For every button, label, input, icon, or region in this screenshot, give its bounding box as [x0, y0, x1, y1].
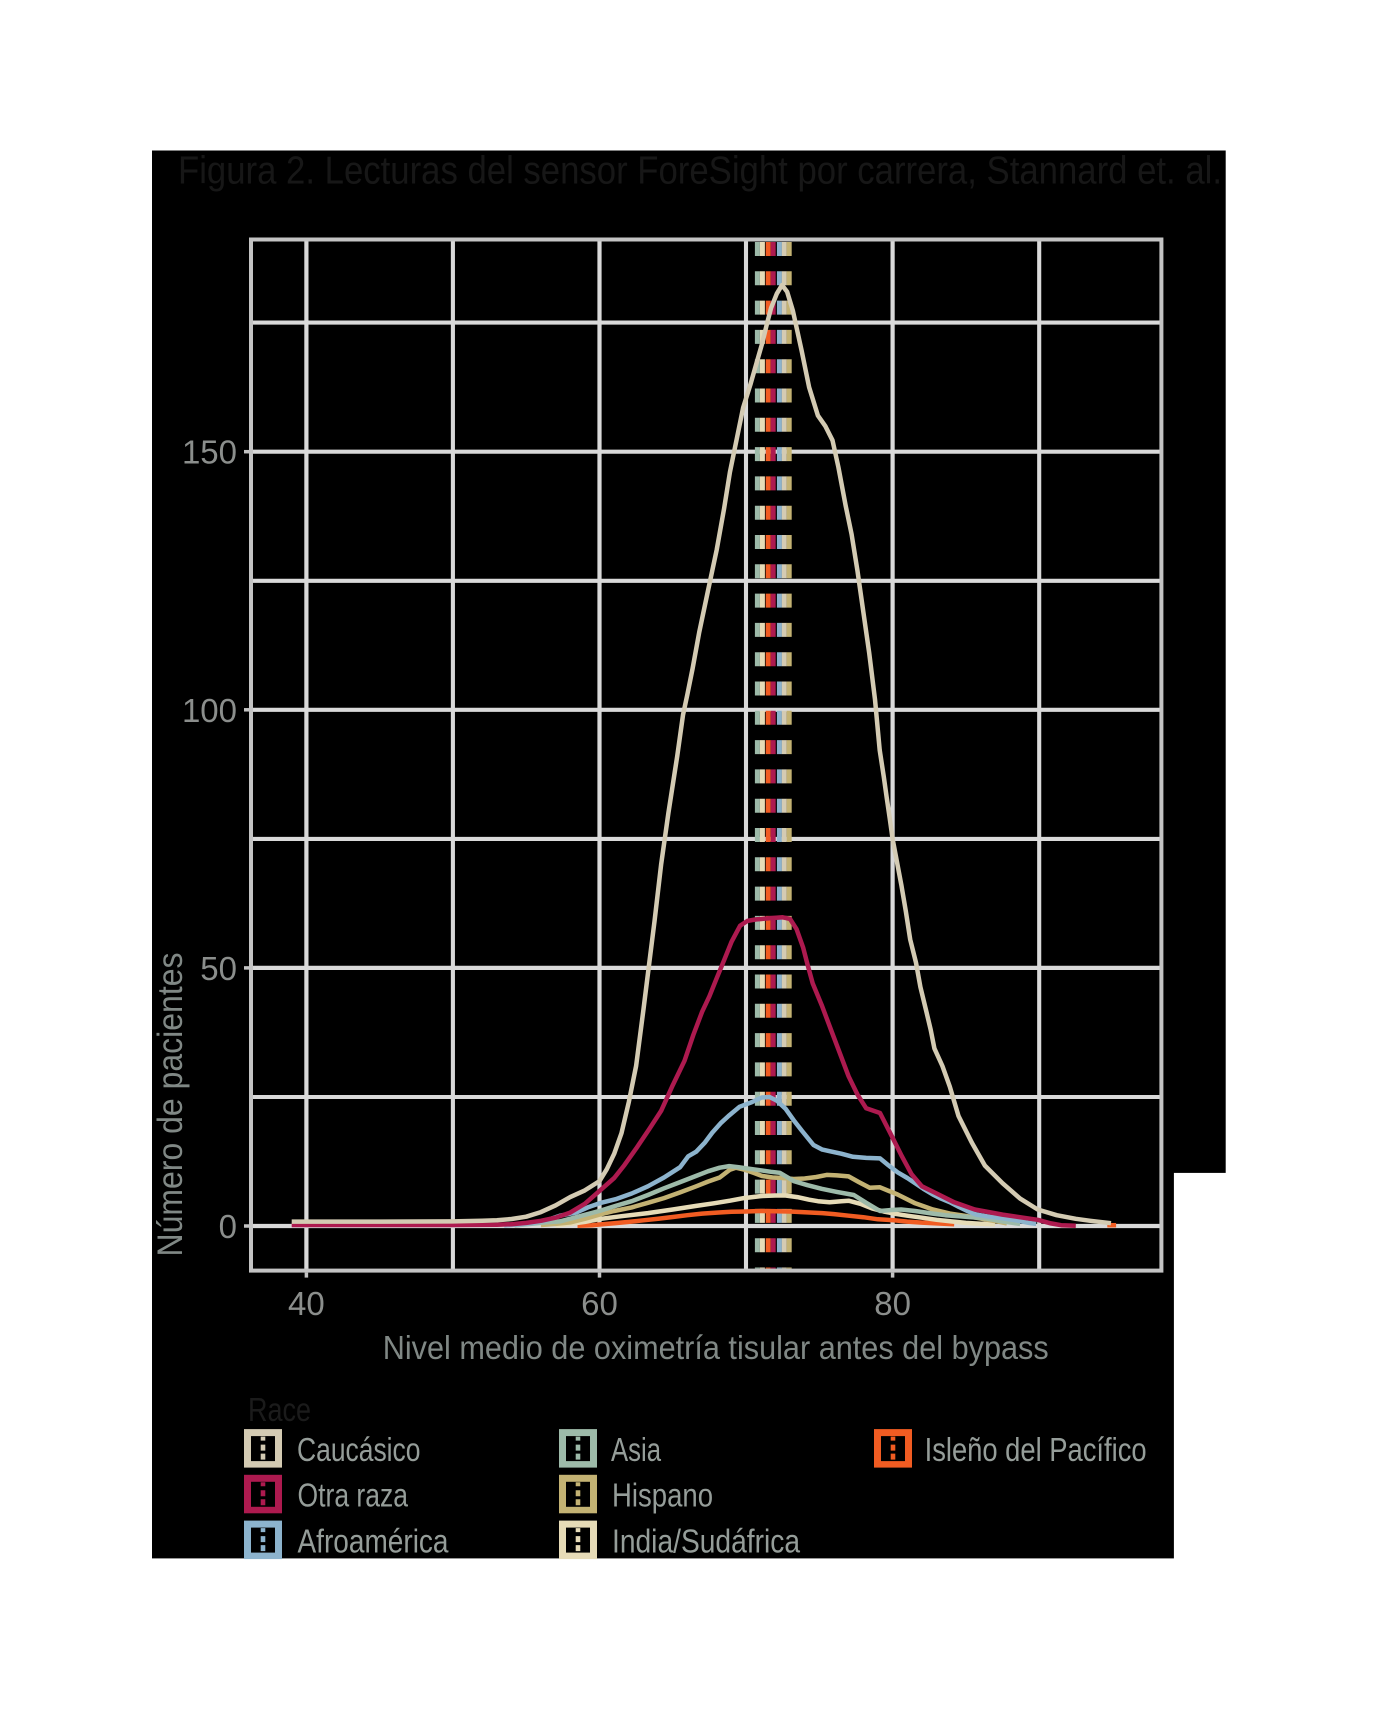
svg-text:Asia: Asia: [611, 1431, 661, 1468]
svg-text:Isleño del Pacífico: Isleño del Pacífico: [925, 1431, 1147, 1468]
svg-text:60: 60: [581, 1285, 618, 1322]
svg-text:100: 100: [182, 692, 237, 729]
svg-text:40: 40: [288, 1285, 325, 1322]
svg-text:India/Sudáfrica: India/Sudáfrica: [612, 1522, 801, 1559]
svg-text:Hispano: Hispano: [612, 1477, 713, 1514]
svg-text:50: 50: [200, 950, 237, 987]
svg-text:Afroamérica: Afroamérica: [298, 1522, 450, 1559]
svg-text:150: 150: [182, 434, 237, 471]
svg-text:Figura 2. Lecturas del sensor: Figura 2. Lecturas del sensor ForeSight …: [178, 150, 1222, 193]
svg-text:80: 80: [874, 1285, 911, 1322]
svg-text:Número de pacientes: Número de pacientes: [151, 953, 190, 1257]
svg-text:Nivel medio de oximetría tisul: Nivel medio de oximetría tisular antes d…: [383, 1329, 1049, 1366]
svg-text:Race: Race: [248, 1391, 311, 1428]
svg-text:Otra raza: Otra raza: [298, 1477, 409, 1514]
svg-text:0: 0: [219, 1208, 237, 1245]
svg-text:Caucásico: Caucásico: [297, 1431, 421, 1468]
